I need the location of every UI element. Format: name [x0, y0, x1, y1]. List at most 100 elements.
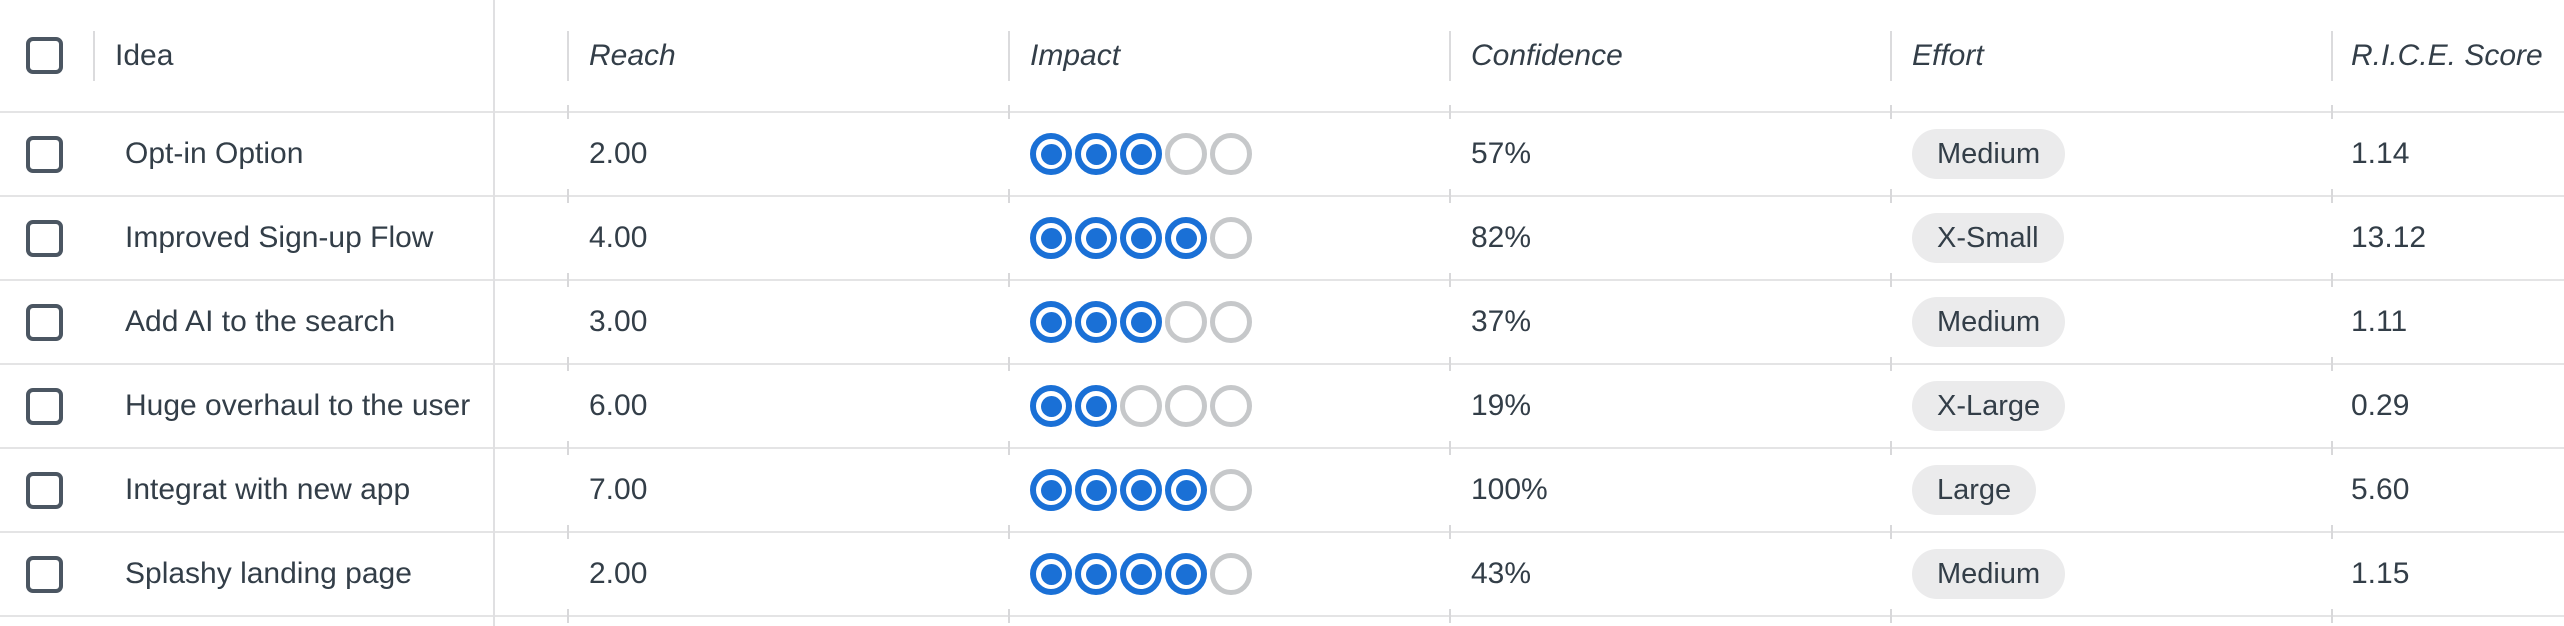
impact-dot-filled[interactable] — [1165, 553, 1207, 595]
row-checkbox[interactable] — [26, 135, 63, 173]
idea-cell[interactable]: Improved Sign-up Flow — [93, 197, 567, 279]
impact-dot-filled[interactable] — [1120, 553, 1162, 595]
rice-score-column-header[interactable]: R.I.C.E. Score — [2331, 0, 2564, 111]
reach-cell[interactable]: 2.00 — [567, 113, 1008, 195]
effort-badge[interactable]: X-Large — [1912, 381, 2066, 431]
impact-dot-filled[interactable] — [1075, 469, 1117, 511]
idea-column-header[interactable]: Idea — [93, 0, 567, 111]
reach-value: 3.00 — [589, 305, 648, 338]
impact-dot-empty[interactable] — [1165, 133, 1207, 175]
rice-score-value: 5.60 — [2351, 473, 2410, 506]
reach-column-header[interactable]: Reach — [567, 0, 1008, 111]
column-boundary-tick — [1890, 441, 1892, 455]
column-boundary-tick — [567, 525, 569, 539]
row-checkbox[interactable] — [26, 303, 63, 341]
impact-dot-filled[interactable] — [1165, 469, 1207, 511]
impact-dot-empty[interactable] — [1210, 385, 1252, 427]
rice-score-value: 1.14 — [2351, 137, 2410, 170]
impact-rating[interactable] — [1030, 385, 1252, 427]
confidence-cell[interactable]: 43% — [1449, 533, 1890, 615]
impact-dot-filled[interactable] — [1030, 217, 1072, 259]
column-boundary-tick — [1449, 273, 1451, 287]
idea-cell[interactable]: Opt-in Option — [93, 113, 567, 195]
reach-value: 2.00 — [589, 557, 648, 590]
impact-dot-empty[interactable] — [1165, 301, 1207, 343]
impact-cell — [1008, 281, 1449, 363]
row-select-cell — [0, 365, 93, 447]
impact-dot-filled[interactable] — [1075, 133, 1117, 175]
reach-cell[interactable]: 4.00 — [567, 197, 1008, 279]
reach-cell[interactable]: 6.00 — [567, 365, 1008, 447]
row-checkbox[interactable] — [26, 471, 63, 509]
reach-cell[interactable]: 3.00 — [567, 281, 1008, 363]
row-checkbox[interactable] — [26, 387, 63, 425]
idea-name: Huge overhaul to the user — [125, 389, 471, 422]
impact-dot-empty[interactable] — [1120, 385, 1162, 427]
column-boundary-tick — [1890, 525, 1892, 539]
impact-rating[interactable] — [1030, 553, 1252, 595]
impact-dot-filled[interactable] — [1030, 553, 1072, 595]
confidence-value: 100% — [1471, 473, 1548, 506]
impact-dot-inner — [1085, 563, 1107, 585]
impact-dot-inner — [1085, 395, 1107, 417]
impact-dot-empty[interactable] — [1210, 301, 1252, 343]
reach-cell[interactable]: 2.00 — [567, 533, 1008, 615]
effort-badge[interactable]: Large — [1912, 465, 2037, 515]
impact-dot-filled[interactable] — [1120, 301, 1162, 343]
impact-dot-filled[interactable] — [1030, 469, 1072, 511]
confidence-cell[interactable]: 19% — [1449, 365, 1890, 447]
effort-column-header[interactable]: Effort — [1890, 0, 2331, 111]
idea-cell[interactable]: Huge overhaul to the user — [93, 365, 567, 447]
confidence-column-header[interactable]: Confidence — [1449, 0, 1890, 111]
effort-badge[interactable]: X-Small — [1912, 213, 2064, 263]
impact-dot-empty[interactable] — [1165, 385, 1207, 427]
impact-rating[interactable] — [1030, 301, 1252, 343]
select-all-checkbox[interactable] — [26, 37, 63, 74]
impact-dot-empty[interactable] — [1210, 553, 1252, 595]
impact-column-header[interactable]: Impact — [1008, 0, 1449, 111]
impact-dot-filled[interactable] — [1120, 133, 1162, 175]
idea-name: Improved Sign-up Flow — [125, 221, 434, 254]
impact-dot-filled[interactable] — [1030, 133, 1072, 175]
idea-cell[interactable]: Integrat with new app — [93, 449, 567, 531]
confidence-value: 19% — [1471, 389, 1532, 422]
impact-dot-inner — [1085, 479, 1107, 501]
effort-badge[interactable]: Medium — [1912, 297, 2066, 347]
effort-cell: Medium — [1890, 281, 2331, 363]
column-boundary-tick — [1008, 105, 1010, 119]
impact-dot-empty[interactable] — [1210, 133, 1252, 175]
impact-dot-filled[interactable] — [1075, 217, 1117, 259]
confidence-cell[interactable]: 82% — [1449, 197, 1890, 279]
impact-rating[interactable] — [1030, 217, 1252, 259]
impact-dot-filled[interactable] — [1120, 469, 1162, 511]
column-boundary-tick — [1890, 609, 1892, 623]
impact-dot-filled[interactable] — [1120, 217, 1162, 259]
idea-cell[interactable]: Splashy landing page — [93, 533, 567, 615]
rice-score-cell: 13.12 — [2331, 197, 2564, 279]
impact-dot-empty[interactable] — [1210, 217, 1252, 259]
impact-cell — [1008, 533, 1449, 615]
impact-cell — [1008, 449, 1449, 531]
confidence-cell[interactable]: 100% — [1449, 449, 1890, 531]
idea-cell[interactable]: Add AI to the search — [93, 281, 567, 363]
impact-dot-filled[interactable] — [1075, 301, 1117, 343]
effort-badge[interactable]: Medium — [1912, 549, 2066, 599]
impact-dot-inner — [1130, 311, 1152, 333]
column-boundary-tick — [2331, 189, 2333, 203]
confidence-cell[interactable]: 37% — [1449, 281, 1890, 363]
confidence-cell[interactable]: 57% — [1449, 113, 1890, 195]
impact-dot-filled[interactable] — [1030, 385, 1072, 427]
impact-rating[interactable] — [1030, 133, 1252, 175]
row-checkbox[interactable] — [26, 555, 63, 593]
impact-dot-filled[interactable] — [1075, 385, 1117, 427]
impact-dot-filled[interactable] — [1075, 553, 1117, 595]
impact-dot-filled[interactable] — [1030, 301, 1072, 343]
impact-rating[interactable] — [1030, 469, 1252, 511]
row-checkbox[interactable] — [26, 219, 63, 257]
column-boundary-tick — [1008, 189, 1010, 203]
impact-dot-empty[interactable] — [1210, 469, 1252, 511]
effort-badge[interactable]: Medium — [1912, 129, 2066, 179]
reach-cell[interactable]: 7.00 — [567, 449, 1008, 531]
impact-dot-filled[interactable] — [1165, 217, 1207, 259]
